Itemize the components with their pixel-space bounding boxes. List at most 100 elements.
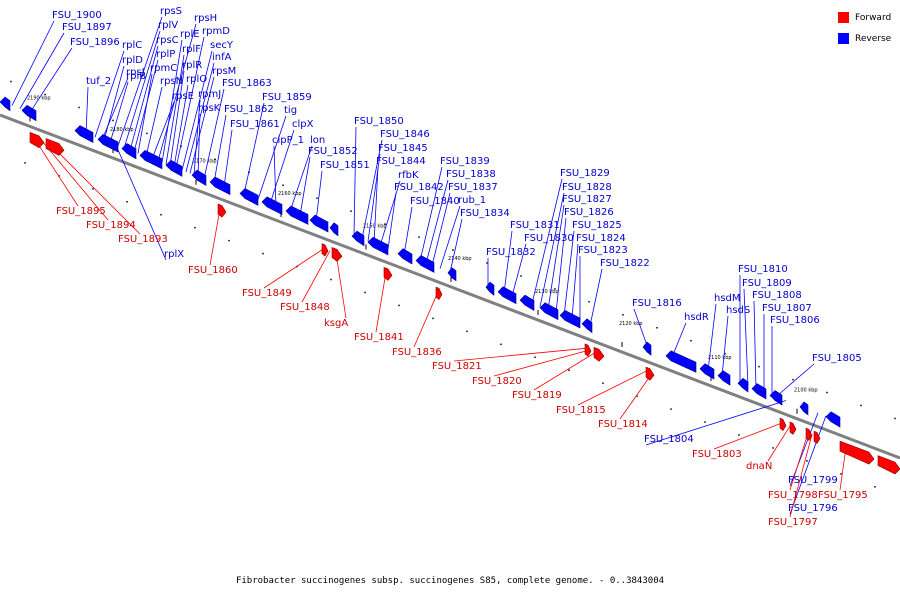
- gene-label[interactable]: FSU_1836: [392, 347, 442, 358]
- gene-label[interactable]: FSU_1894: [86, 220, 136, 231]
- gene-label[interactable]: FSU_1814: [598, 419, 648, 430]
- gene-label[interactable]: rfbK: [398, 170, 419, 181]
- gene-label[interactable]: rpmD: [202, 26, 230, 37]
- gene-label[interactable]: rpsJ: [126, 67, 145, 78]
- gene-label[interactable]: FSU_1826: [564, 207, 614, 218]
- gene-label[interactable]: FSU_1859: [262, 92, 312, 103]
- gene-label[interactable]: hsdR: [684, 312, 709, 323]
- gene-label[interactable]: FSU_1842: [394, 182, 444, 193]
- gene-label[interactable]: FSU_1893: [118, 234, 168, 245]
- gene-label[interactable]: lon: [310, 135, 325, 146]
- gene-label[interactable]: rpsN: [160, 76, 183, 87]
- gene-label[interactable]: rplP: [156, 49, 175, 60]
- gene-label[interactable]: rplO: [186, 74, 207, 85]
- gene-label[interactable]: FSU_1897: [62, 22, 112, 33]
- gene-label[interactable]: rpsC: [156, 35, 179, 46]
- gene-label[interactable]: FSU_1839: [440, 156, 490, 167]
- gene-label[interactable]: FSU_1795: [818, 490, 868, 501]
- gene-label[interactable]: FSU_1838: [446, 169, 496, 180]
- gene-label[interactable]: rplC: [122, 40, 142, 51]
- gene-label[interactable]: ksgA: [324, 318, 348, 329]
- gene-label[interactable]: FSU_1827: [562, 194, 612, 205]
- gene-label[interactable]: dnaN: [746, 461, 772, 472]
- gene-label[interactable]: FSU_1810: [738, 264, 788, 275]
- gene-label[interactable]: rplD: [122, 55, 143, 66]
- reverse-gene-arrow: [261, 196, 283, 215]
- gene-label[interactable]: FSU_1831: [510, 220, 560, 231]
- gene-label[interactable]: FSU_1797: [768, 517, 818, 528]
- gene-label[interactable]: rplX: [164, 249, 184, 260]
- gene-label[interactable]: FSU_1844: [376, 156, 426, 167]
- gene-label[interactable]: FSU_1796: [788, 503, 838, 514]
- forward-gene-arrow: [813, 430, 821, 444]
- gene-label[interactable]: clpP_1: [272, 135, 304, 146]
- gene-label[interactable]: FSU_1834: [460, 208, 510, 219]
- gene-label[interactable]: FSU_1837: [448, 182, 498, 193]
- gene-label[interactable]: rpsS: [160, 6, 182, 17]
- gene-label[interactable]: FSU_1824: [576, 233, 626, 244]
- gene-label[interactable]: FSU_1861: [230, 119, 280, 130]
- gene-label[interactable]: FSU_1850: [354, 116, 404, 127]
- gene-label[interactable]: rpmC: [150, 63, 177, 74]
- gene-label[interactable]: hsdM: [714, 293, 741, 304]
- gene-label[interactable]: tig: [284, 105, 297, 116]
- gene-label[interactable]: rplB: [126, 71, 146, 82]
- gene-label[interactable]: rplR: [182, 60, 202, 71]
- gene-label[interactable]: FSU_1863: [222, 78, 272, 89]
- gene-label[interactable]: infA: [212, 52, 232, 63]
- gene-label[interactable]: FSU_1828: [562, 182, 612, 193]
- gene-label[interactable]: secY: [210, 40, 234, 51]
- gene-label[interactable]: FSU_1799: [788, 475, 838, 486]
- gene-label[interactable]: FSU_1840: [410, 196, 460, 207]
- gene-label[interactable]: FSU_1860: [188, 265, 238, 276]
- guide-dot: [636, 395, 638, 397]
- gene-label[interactable]: FSU_1848: [280, 302, 330, 313]
- reverse-gene-arrow: [121, 143, 137, 160]
- gene-label[interactable]: tuf_2: [86, 76, 111, 87]
- gene-label[interactable]: FSU_1851: [320, 160, 370, 171]
- gene-label[interactable]: FSU_1822: [600, 258, 650, 269]
- gene-label[interactable]: rplF: [182, 44, 201, 55]
- gene-label[interactable]: hsdS: [726, 305, 750, 316]
- gene-label[interactable]: FSU_1841: [354, 332, 404, 343]
- gene-label[interactable]: rpsM: [212, 66, 236, 77]
- gene-label[interactable]: FSU_1900: [52, 10, 102, 21]
- gene-label[interactable]: FSU_1816: [632, 298, 682, 309]
- gene-label[interactable]: FSU_1896: [70, 37, 120, 48]
- gene-label[interactable]: FSU_1845: [378, 143, 428, 154]
- gene-label[interactable]: FSU_1830: [524, 233, 574, 244]
- gene-label[interactable]: FSU_1849: [242, 288, 292, 299]
- gene-label[interactable]: FSU_1823: [578, 245, 628, 256]
- gene-label[interactable]: rpsH: [194, 13, 217, 24]
- gene-label[interactable]: FSU_1825: [572, 220, 622, 231]
- gene-label[interactable]: FSU_1895: [56, 206, 106, 217]
- gene-label[interactable]: FSU_1803: [692, 449, 742, 460]
- gene-label[interactable]: clpX: [292, 119, 314, 130]
- gene-label[interactable]: FSU_1819: [512, 390, 562, 401]
- tick-label: 2170 kbp: [193, 159, 217, 165]
- leader-line: [103, 65, 125, 141]
- gene-label[interactable]: FSU_1829: [560, 168, 610, 179]
- gene-label[interactable]: FSU_1806: [770, 315, 820, 326]
- gene-label[interactable]: rpsK: [198, 103, 221, 114]
- gene-label[interactable]: FSU_1798: [768, 490, 818, 501]
- gene-label[interactable]: FSU_1804: [644, 434, 694, 445]
- leader-line: [85, 86, 89, 134]
- gene-label[interactable]: FSU_1808: [752, 290, 802, 301]
- gene-label[interactable]: FSU_1846: [380, 129, 430, 140]
- gene-label[interactable]: FSU_1807: [762, 303, 812, 314]
- gene-label[interactable]: FSU_1815: [556, 405, 606, 416]
- gene-label[interactable]: FSU_1852: [308, 146, 358, 157]
- gene-label[interactable]: rub_1: [458, 195, 486, 206]
- gene-label[interactable]: FSU_1809: [742, 278, 792, 289]
- gene-label[interactable]: FSU_1832: [486, 247, 536, 258]
- gene-label[interactable]: rplV: [158, 20, 178, 31]
- gene-label[interactable]: FSU_1805: [812, 353, 862, 364]
- gene-label[interactable]: rpmJ: [198, 89, 221, 100]
- gene-label[interactable]: FSU_1862: [224, 104, 274, 115]
- gene-label[interactable]: rpsE: [172, 91, 194, 102]
- forward-gene-arrow: [29, 131, 45, 149]
- gene-label[interactable]: FSU_1821: [432, 361, 482, 372]
- gene-label[interactable]: rplE: [180, 29, 200, 40]
- gene-label[interactable]: FSU_1820: [472, 376, 522, 387]
